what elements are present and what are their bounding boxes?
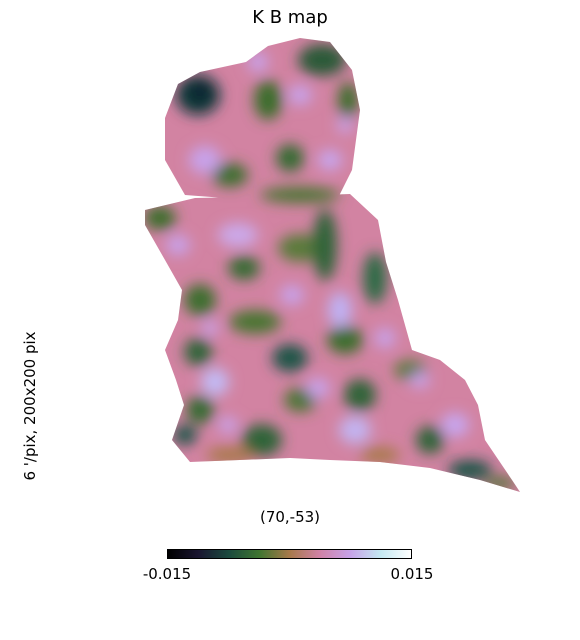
resolution-label: 6 '/pix, 200x200 pix — [21, 331, 39, 481]
map-field — [145, 38, 520, 492]
chart-title: K B map — [252, 7, 328, 28]
colorbar — [167, 549, 412, 559]
colorbar-min-label: -0.015 — [142, 565, 192, 583]
colorbar-max-label: 0.015 — [390, 565, 434, 583]
center-coordinate-label: (70,-53) — [259, 508, 321, 526]
